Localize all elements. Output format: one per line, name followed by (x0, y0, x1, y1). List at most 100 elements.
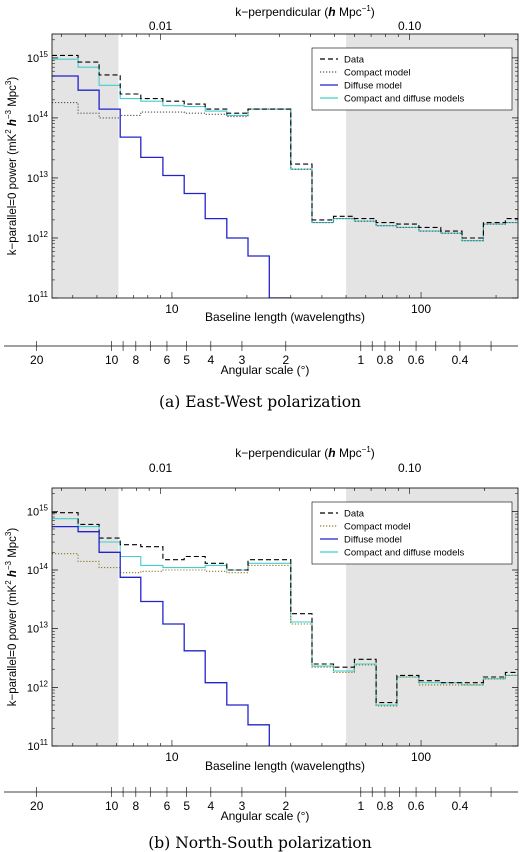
angle-tick-label: 8 (132, 353, 139, 367)
shaded-region (52, 488, 119, 746)
angle-tick-label: 0.6 (408, 799, 425, 813)
legend-label: Compact and diffuse models (344, 548, 464, 559)
y-tick-label: 1013 (27, 170, 49, 185)
y-tick-label: 1014 (27, 110, 49, 125)
angle-tick-label: 0.8 (377, 353, 394, 367)
series-line-compact-model (52, 102, 518, 242)
legend-box (311, 501, 513, 565)
angle-tick-label: 0.6 (408, 353, 425, 367)
angle-tick-label: 0.4 (452, 799, 469, 813)
angle-axis-title: Angular scale (°) (221, 363, 310, 377)
y-axis-title-part: k−parallel=0 power (mK (7, 133, 19, 255)
angle-tick-label: 3 (239, 799, 246, 813)
y-tick-exponent: 11 (40, 738, 49, 747)
series-line-data (52, 54, 518, 239)
top-axis-title-part: h (328, 446, 335, 460)
top-axis-title-part: k−perpendicular ( (235, 5, 328, 19)
angle-axis-title: Angular scale (°) (221, 809, 310, 823)
top-axis-title: k−perpendicular (h Mpc−1) (235, 445, 375, 460)
legend-label: Diffuse model (344, 81, 402, 92)
legend-label: Compact and diffuse models (344, 94, 464, 105)
plot-frame (51, 33, 519, 299)
y-tick-base: 10 (27, 565, 39, 577)
y-tick-label: 1011 (27, 290, 48, 305)
angle-tick-label: 2 (282, 353, 289, 367)
angle-tick-label: 6 (164, 353, 171, 367)
top-axis-title-part: −1 (362, 4, 372, 13)
shaded-region (52, 34, 119, 298)
top-axis-title-part: h (328, 5, 335, 19)
y-tick-base: 10 (27, 113, 39, 125)
y-axis-title-part: h (7, 570, 19, 577)
x-tick-label: 10 (165, 302, 179, 316)
y-tick-label: 1013 (27, 621, 49, 636)
y-tick-label: 1014 (27, 562, 49, 577)
legend-label: Data (344, 509, 365, 520)
y-axis-title-part: 3 (4, 80, 13, 85)
y-axis-title-part: −3 (4, 109, 13, 119)
legend-label: Diffuse model (344, 535, 402, 546)
y-axis-title-part: Mpc (7, 536, 19, 561)
y-tick-exponent: 14 (39, 110, 48, 119)
y-tick-base: 10 (27, 173, 39, 185)
y-tick-exponent: 14 (39, 562, 48, 571)
top-tick-label: 0.10 (398, 19, 422, 33)
legend-label: Compact model (344, 68, 411, 79)
x-axis-title: Baseline length (wavelengths) (205, 759, 365, 773)
angle-tick-label: 10 (105, 353, 119, 367)
angle-tick-label: 20 (30, 799, 44, 813)
top-tick-label: 0.10 (398, 461, 422, 475)
y-axis-title-part: Mpc (7, 85, 19, 110)
panel-caption: (a) East-West polarization (159, 393, 361, 411)
angle-tick-label: 5 (183, 799, 190, 813)
angle-tick-label: 5 (183, 353, 190, 367)
x-tick-label: 100 (411, 750, 431, 764)
top-axis-title-part: k−perpendicular ( (235, 446, 328, 460)
angle-tick-label: 2 (282, 799, 289, 813)
x-axis-title: Baseline length (wavelengths) (205, 310, 365, 324)
y-tick-exponent: 15 (39, 503, 48, 512)
angle-tick-label: 3 (239, 353, 246, 367)
legend-box (311, 47, 513, 111)
y-axis-title-part: 3 (4, 531, 13, 536)
series-line-diffuse-model (52, 525, 270, 746)
legend-label: Data (344, 55, 365, 66)
top-axis-title-part: ) (371, 5, 375, 19)
top-axis-title-part: −1 (362, 445, 372, 454)
y-tick-base: 10 (27, 53, 39, 65)
angle-tick-label: 1 (357, 353, 364, 367)
y-tick-base: 10 (27, 293, 39, 305)
angle-tick-label: 4 (207, 799, 214, 813)
x-tick-label: 10 (165, 750, 179, 764)
y-axis-title: k−parallel=0 power (mK2 h−3 Mpc3) (4, 77, 19, 256)
angle-tick-label: 1 (357, 799, 364, 813)
y-axis-title-part: h (7, 119, 19, 126)
y-tick-base: 10 (27, 506, 39, 518)
angle-tick-label: 20 (30, 353, 44, 367)
y-tick-label: 1015 (27, 50, 49, 65)
y-axis-title-part: 2 (4, 580, 13, 585)
y-tick-exponent: 15 (39, 50, 48, 59)
y-tick-base: 10 (27, 233, 39, 245)
x-tick-label: 100 (411, 302, 431, 316)
legend-label: Compact model (344, 522, 411, 533)
y-axis-title: k−parallel=0 power (mK2 h−3 Mpc3) (4, 528, 19, 707)
angle-tick-label: 4 (207, 353, 214, 367)
panel-caption: (b) North-South polarization (148, 834, 372, 852)
angle-tick-label: 10 (105, 799, 119, 813)
top-axis-title-part: ) (371, 446, 375, 460)
series-line-data (52, 512, 518, 704)
top-axis-title: k−perpendicular (h Mpc−1) (235, 4, 375, 19)
y-axis-title-part: −3 (4, 560, 13, 570)
top-tick-label: 0.01 (149, 461, 173, 475)
top-axis-title-part: Mpc (336, 446, 362, 460)
y-axis-title-part: 2 (4, 129, 13, 134)
y-tick-label: 1012 (27, 230, 49, 245)
y-tick-label: 1011 (27, 738, 48, 753)
y-tick-label: 1012 (27, 679, 49, 694)
y-axis-title-part: ) (7, 528, 19, 532)
series-line-diffuse-model (52, 75, 292, 298)
